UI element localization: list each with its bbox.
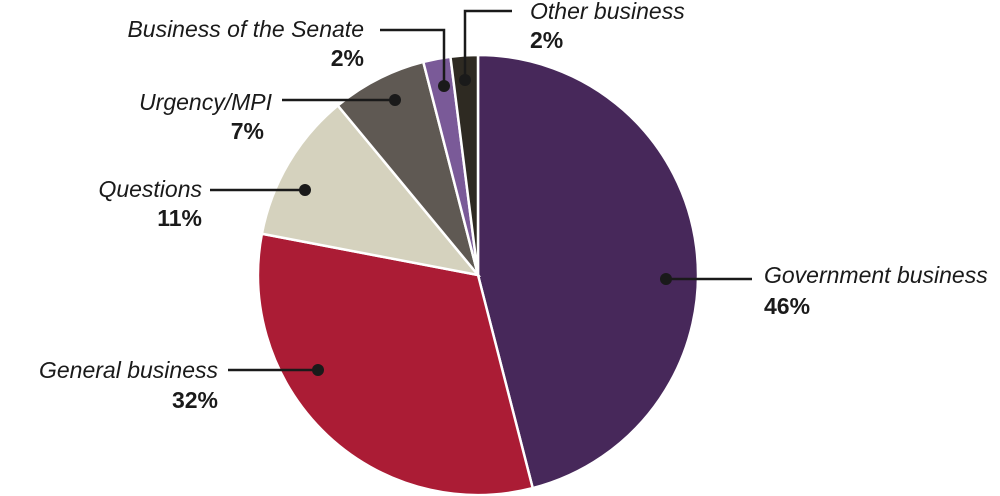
leader-dot-business-of-the-senate <box>438 80 450 92</box>
slice-label-other-business: Other business <box>530 0 685 24</box>
slice-label-questions: Questions <box>98 176 202 202</box>
leader-dot-urgency-mpi <box>389 94 401 106</box>
leader-dot-general-business <box>312 364 324 376</box>
leader-dot-other-business <box>459 74 471 86</box>
slice-value-general-business: 32% <box>172 387 218 413</box>
slice-value-questions: 11% <box>157 205 202 231</box>
leader-dot-government-business <box>660 273 672 285</box>
pie-slice-general-business <box>256 232 535 496</box>
leader-dot-questions <box>299 184 311 196</box>
pie-slice-questions <box>260 103 482 277</box>
slice-labels: Government business 46% General business 32… <box>39 0 988 413</box>
slice-value-business-of-the-senate: 2% <box>331 45 364 71</box>
slice-label-urgency-mpi: Urgency/MPI <box>139 89 273 115</box>
leader-line-business-of-the-senate <box>380 28 446 86</box>
pie-slices <box>256 53 700 496</box>
slice-value-urgency-mpi: 7% <box>231 118 264 144</box>
leader-lines <box>210 9 752 376</box>
slice-value-other-business: 2% <box>530 27 563 53</box>
slice-label-general-business: General business <box>39 357 218 383</box>
leader-line-other-business <box>463 9 512 80</box>
slice-label-business-of-the-senate: Business of the Senate <box>127 16 364 42</box>
pie-slice-government-business <box>476 53 700 490</box>
slice-label-government-business: Government business <box>764 262 988 288</box>
slice-value-government-business: 46% <box>764 293 810 319</box>
